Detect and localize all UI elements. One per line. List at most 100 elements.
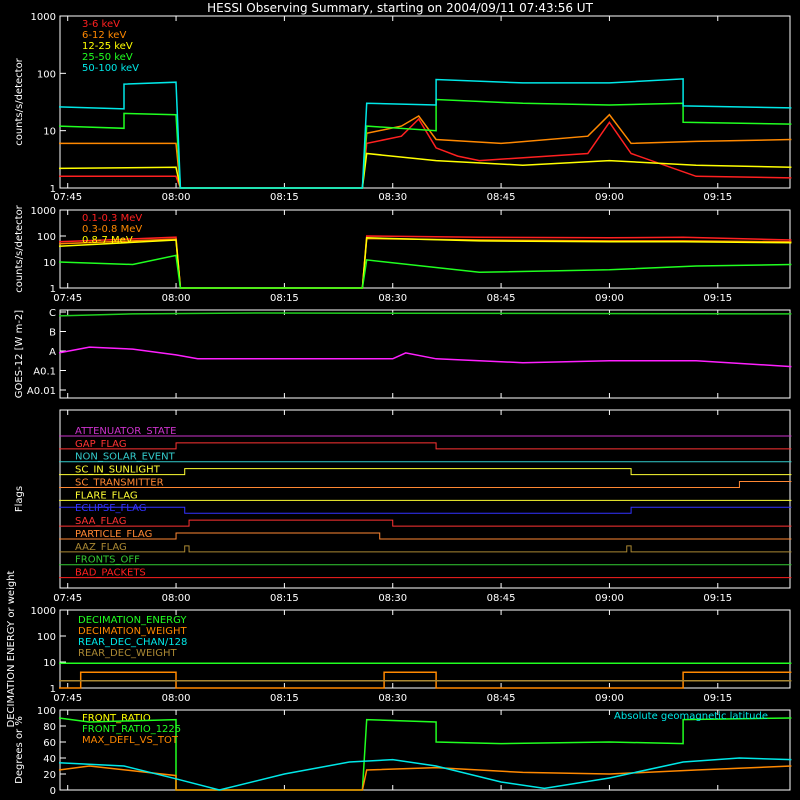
flag-line [59,519,792,527]
x-tick-label: 08:15 [270,293,299,304]
flag-label: SC_TRANSMITTER [75,477,164,488]
flag-line [59,442,792,450]
legend-entry: DECIMATION_ENERGY [78,615,187,626]
x-tick-label: 09:15 [703,192,732,203]
flag-label: FRONTS_OFF [75,555,140,566]
y-axis-label: GOES-12 [W m-2] [14,310,25,398]
flag-line [59,468,792,476]
legend-entry: FRONT_RATIO_1225 [82,724,181,735]
x-tick-label: 08:30 [378,293,407,304]
flag-line [59,545,792,553]
x-tick-label: 09:00 [595,192,624,203]
x-tick-label: 08:45 [487,593,516,604]
legend-entry: MAX_DEFL_VS_TOT [82,735,179,746]
series-line [58,78,792,189]
series-line [58,312,792,317]
y-tick-label: 10 [43,127,56,138]
y-tick-label: 100 [37,232,56,243]
flag-label: ATTENUATOR_STATE [75,426,176,437]
y-tick-label: B [49,328,56,339]
plot-frame [59,209,791,289]
plot-frame [59,409,791,589]
flag-line [59,506,792,514]
series-line [58,717,792,791]
series-line [58,237,792,289]
panel-ratio: Degrees or % 0 20 40 60 80 100 FRONT_RATIOFRONT… [14,706,792,797]
y-tick-label: 60 [43,738,56,749]
flag-label: SC_IN_SUNLIGHT [75,465,161,476]
series-line [58,237,792,289]
x-tick-label: 09:15 [703,693,732,704]
x-tick-label: 08:30 [378,192,407,203]
series-line [58,254,792,289]
y-tick-label: 1000 [31,206,56,217]
legend-entry: 3-6 keV [82,19,120,30]
y-tick-label: 100 [37,706,56,717]
legend-entry: 0.1-0.3 MeV [82,213,142,224]
y-tick-label: 10 [43,658,56,669]
series-line [58,98,792,189]
y-tick-label: 0 [50,786,56,797]
legend-entry: DECIMATION_WEIGHT [78,626,187,637]
x-tick-label: 08:30 [378,693,407,704]
flag-label: PARTICLE_FLAG [75,529,152,540]
x-tick-label: 08:00 [162,293,191,304]
legend-entry: FRONT_RATIO [82,713,151,724]
legend-entry: 12-25 keV [82,41,133,52]
y-tick-label: 1000 [31,606,56,617]
x-tick-label: 09:00 [595,293,624,304]
legend-entry: 6-12 keV [82,30,126,41]
flag-label: GAP_FLAG [75,439,127,450]
panel-lowE: 07:45 08:00 08:15 08:30 08:45 09:00 09:15 count… [14,12,792,203]
y-tick-label: 1000 [31,12,56,23]
series-line [58,765,792,791]
panel-highE: 07:45 08:00 08:15 08:30 08:45 09:00 09:15 count… [14,204,792,304]
y-tick-label: 20 [43,770,56,781]
flag-label: NON_SOLAR_EVENT [75,452,176,463]
flag-label: FLARE_FLAG [75,490,138,501]
annotation-label: Absolute geomagnetic latitude [614,711,768,722]
plot-frame [59,15,791,189]
y-axis-label: counts/s/detector [14,57,25,145]
x-tick-label: 08:15 [270,693,299,704]
x-tick-label: 08:45 [487,293,516,304]
legend-entry: REAR_DEC_WEIGHT [78,648,177,659]
x-tick-label: 08:45 [487,693,516,704]
series-line [58,757,792,791]
legend-entry: 50-100 keV [82,63,139,74]
legend-entry: 25-50 keV [82,52,133,63]
y-tick-label: 100 [37,69,56,80]
flag-label: ECLIPSE_FLAG [75,503,146,514]
x-tick-label: 07:45 [53,293,82,304]
flag-label: AAZ_FLAG [75,542,127,553]
panel-decim: 07:45 08:00 08:15 08:30 08:45 09:00 09:15 DECIM… [6,570,792,727]
panel-flags: 07:45 08:00 08:15 08:30 08:45 09:00 09:15 Flags… [14,409,792,604]
x-tick-label: 08:00 [162,593,191,604]
flag-label: SAA_FLAG [75,516,126,527]
y-tick-label: 1 [50,184,56,195]
y-axis-label: counts/s/detector [14,204,25,292]
x-tick-label: 08:45 [487,192,516,203]
plot-frame [59,609,791,689]
x-tick-label: 09:00 [595,593,624,604]
y-axis-label: Degrees or % [14,716,25,784]
series-line [58,152,792,189]
y-tick-label: 1 [50,284,56,295]
y-tick-label: 40 [43,754,56,765]
x-tick-label: 08:15 [270,192,299,203]
plot-frame [59,309,791,399]
x-tick-label: 07:45 [53,192,82,203]
y-tick-label: A0.01 [27,386,56,397]
series-line [58,346,792,368]
x-tick-label: 08:30 [378,593,407,604]
y-tick-label: 80 [43,722,56,733]
y-tick-label: A0.1 [33,367,56,378]
x-tick-label: 08:15 [270,593,299,604]
y-tick-label: 10 [43,258,56,269]
legend-entry: 0.8-7 MeV [82,235,133,246]
series-line [58,235,792,289]
flag-line [59,480,792,488]
flag-label: BAD_PACKETS [75,568,146,579]
panel-goes: GOES-12 [W m-2] A0.01 A0.1 ABC [14,308,792,399]
